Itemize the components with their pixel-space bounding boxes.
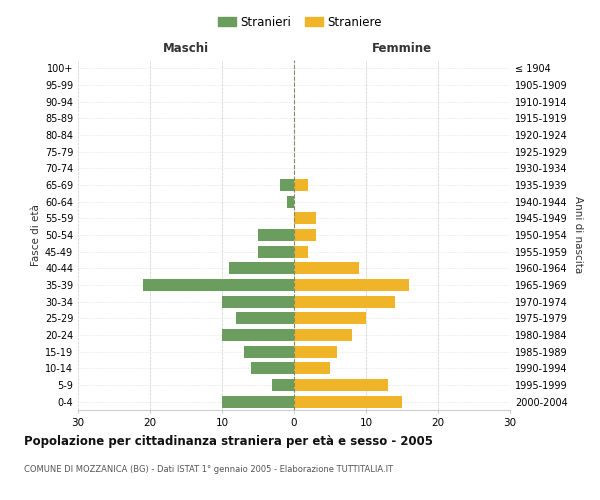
Legend: Stranieri, Straniere: Stranieri, Straniere: [213, 11, 387, 34]
Bar: [294, 346, 337, 358]
Bar: [229, 262, 294, 274]
Bar: [294, 396, 402, 407]
Bar: [294, 212, 316, 224]
Bar: [236, 312, 294, 324]
Bar: [294, 379, 388, 391]
Bar: [294, 312, 366, 324]
Text: Maschi: Maschi: [163, 42, 209, 55]
Bar: [294, 362, 330, 374]
Bar: [280, 179, 294, 191]
Bar: [294, 279, 409, 291]
Bar: [294, 329, 352, 341]
Bar: [222, 329, 294, 341]
Bar: [272, 379, 294, 391]
Bar: [294, 229, 316, 241]
Text: Femmine: Femmine: [372, 42, 432, 55]
Bar: [287, 196, 294, 207]
Bar: [244, 346, 294, 358]
Bar: [294, 246, 308, 258]
Text: Popolazione per cittadinanza straniera per età e sesso - 2005: Popolazione per cittadinanza straniera p…: [24, 435, 433, 448]
Bar: [258, 246, 294, 258]
Y-axis label: Anni di nascita: Anni di nascita: [573, 196, 583, 274]
Bar: [222, 296, 294, 308]
Bar: [222, 396, 294, 407]
Bar: [143, 279, 294, 291]
Bar: [294, 179, 308, 191]
Text: COMUNE DI MOZZANICA (BG) - Dati ISTAT 1° gennaio 2005 - Elaborazione TUTTITALIA.: COMUNE DI MOZZANICA (BG) - Dati ISTAT 1°…: [24, 465, 393, 474]
Y-axis label: Fasce di età: Fasce di età: [31, 204, 41, 266]
Bar: [251, 362, 294, 374]
Bar: [258, 229, 294, 241]
Bar: [294, 296, 395, 308]
Bar: [294, 262, 359, 274]
